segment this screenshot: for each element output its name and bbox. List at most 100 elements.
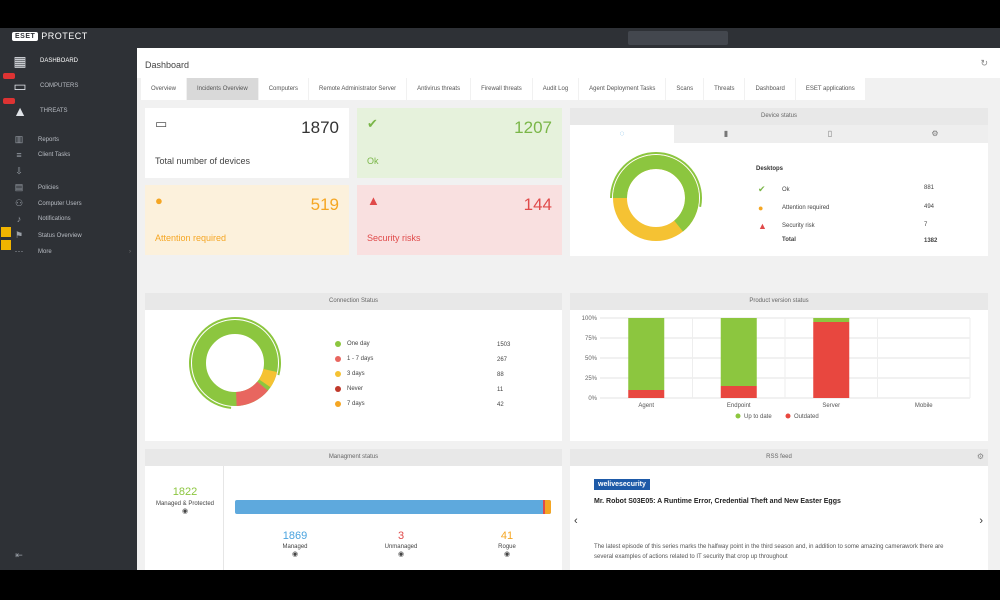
connection-legend-item: One day (335, 341, 370, 347)
unmanaged-value: 3 (397, 530, 405, 542)
divider (223, 466, 224, 570)
legend-label: Never (347, 386, 364, 392)
chart-icon: ▥ (14, 134, 24, 144)
tab-computers[interactable]: Computers (258, 78, 310, 100)
tab-desktops[interactable]: ◌ (570, 125, 674, 143)
managed-label: Managed (282, 544, 308, 550)
page-header: Dashboard ↻ (137, 48, 1000, 78)
ok-tile[interactable]: ✔ 1207 Ok (357, 108, 562, 178)
management-bar (235, 500, 551, 514)
total-devices-label: Total number of devices (155, 156, 251, 166)
tab-incidents-overview[interactable]: Incidents Overview (187, 78, 259, 100)
legend-ok: ✔ Ok (758, 184, 790, 194)
attention-label: Attention required (155, 233, 227, 243)
legend-attention: ● Attention required (758, 203, 830, 213)
status-badge (1, 227, 11, 237)
bell-icon: ♪ (16, 214, 22, 224)
rss-headline[interactable]: Mr. Robot S03E05: A Runtime Error, Crede… (594, 498, 841, 505)
alert-badge (3, 98, 15, 104)
rogue-stat[interactable]: 41 Rogue ◉ (467, 530, 547, 558)
tab-dashboard[interactable]: Dashboard (745, 78, 796, 100)
attention-value: 519 (310, 195, 339, 214)
donut-segment-3-days (192, 320, 278, 406)
sidebar-item-more[interactable]: ⋯ More › (0, 240, 137, 257)
tab-mobile[interactable]: ▯ (778, 125, 882, 143)
tab-eset-applications[interactable]: ESET applications (795, 78, 866, 100)
sidebar-item-dashboard[interactable]: ▦ Dashboard (0, 50, 137, 72)
total-devices-tile[interactable]: ▭ 1870 Total number of devices (145, 108, 349, 178)
rogue-label: Rogue (498, 544, 516, 550)
bar-outdated (628, 390, 665, 398)
tab-remote-administrator-server[interactable]: Remote Administrator Server (309, 78, 408, 100)
legend-label: Outdated (794, 414, 819, 420)
sidebar-item-notifications[interactable]: ♪ Notifications (0, 214, 137, 224)
y-tick-label: 75% (585, 336, 598, 342)
management-bar-unmanaged (543, 500, 546, 514)
carousel-next-button[interactable]: › (979, 515, 983, 527)
sidebar-item-reports[interactable]: ▥ Reports (0, 134, 137, 145)
status-icon: ⚑ (14, 230, 24, 240)
tab-threats[interactable]: Threats (704, 78, 746, 100)
legend-total-value: 1382 (924, 238, 938, 244)
info-icon: ◉ (291, 551, 299, 558)
tasks-icon: ≡ (16, 150, 22, 160)
carousel-prev-button[interactable]: ‹ (574, 515, 578, 527)
donut-center-value: 1503 (226, 360, 244, 369)
tab-antivirus-threats[interactable]: Antivirus threats (407, 78, 472, 100)
sidebar-item-computer-users[interactable]: ⚇ Computer Users (0, 198, 137, 209)
unmanaged-stat[interactable]: 3 Unmanaged ◉ (361, 530, 441, 558)
connection-legend-item: 1 - 7 days (335, 356, 373, 362)
info-icon: ◉ (503, 551, 511, 558)
sidebar-item-computers[interactable]: ▭ Computers (0, 73, 137, 97)
managed-protected-stat[interactable]: 1822 Managed & Protected ◉ (155, 486, 215, 515)
legend-label: Up to date (744, 414, 772, 420)
gear-icon[interactable]: ⚙ (976, 452, 984, 461)
sidebar-item-client-tasks[interactable]: ≡ Client Tasks (0, 150, 137, 160)
product-version-card: Product version status 0% 25% 50% 75% 100% Ag… (570, 293, 988, 441)
tab-agent-deployment-tasks[interactable]: Agent Deployment Tasks (579, 78, 667, 100)
legend-label: One day (347, 341, 370, 347)
x-tick-label: Mobile (915, 403, 933, 409)
bar-outdated (813, 322, 850, 398)
sidebar-item-threats[interactable]: ▲ Threats (0, 98, 137, 122)
rss-feed-card: RSS feed ⚙ ‹ › welivesecurity Mr. Robot … (570, 449, 988, 570)
legend-ok-value: 881 (924, 185, 935, 191)
management-bar-rogue (545, 500, 551, 514)
sidebar-item-installers[interactable]: ⇩ (0, 166, 137, 177)
donut-center-value: 881 (649, 195, 663, 204)
bar-up-to-date (628, 318, 665, 390)
tab-other[interactable]: ⚙ (882, 125, 988, 143)
legend-label: 1 - 7 days (347, 356, 374, 362)
app-window: ESET PROTECT ▦ Dashboard ▭ Computers ▲ T… (0, 28, 1000, 570)
warning-icon: ▲ (13, 103, 27, 119)
x-tick-label: Agent (638, 403, 654, 409)
tab-overview[interactable]: Overview (141, 78, 188, 100)
sidebar-item-status-overview[interactable]: ⚑ Status Overview (0, 227, 137, 241)
connection-status-donut: 1503 (189, 317, 281, 409)
managed-value: 1869 (282, 530, 308, 542)
legend-value: 267 (497, 357, 508, 363)
managed-stat[interactable]: 1869 Managed ◉ (255, 530, 335, 558)
ok-label: Ok (367, 156, 379, 166)
connection-legend-item: Never (335, 386, 363, 392)
total-devices-value: 1870 (301, 118, 339, 137)
legend-dot (335, 356, 341, 362)
eset-logo: ESET PROTECT (12, 31, 88, 41)
tab-servers[interactable]: ▮ (674, 125, 778, 143)
warning-icon: ▲ (758, 221, 767, 231)
tab-scans[interactable]: Scans (666, 78, 705, 100)
sidebar-item-policies[interactable]: ▤ Policies (0, 182, 137, 193)
y-tick-label: 100% (582, 316, 598, 322)
managed-protected-value: 1822 (172, 486, 198, 498)
attention-tile[interactable]: ● 519 Attention required (145, 185, 349, 255)
security-risks-tile[interactable]: ▲ 144 Security risks (357, 185, 562, 255)
tab-firewall-threats[interactable]: Firewall threats (471, 78, 533, 100)
sidebar-collapse[interactable]: ⇤ (0, 550, 137, 561)
monitor-icon: ▭ (155, 116, 168, 131)
computer-search-input[interactable] (628, 31, 728, 45)
alert-badge (3, 73, 15, 79)
legend-dot (335, 386, 341, 392)
dashboard-tabs: Overview Incidents Overview Computers Re… (141, 78, 866, 100)
tab-audit-log[interactable]: Audit Log (532, 78, 580, 100)
refresh-icon[interactable]: ↻ (980, 58, 988, 68)
